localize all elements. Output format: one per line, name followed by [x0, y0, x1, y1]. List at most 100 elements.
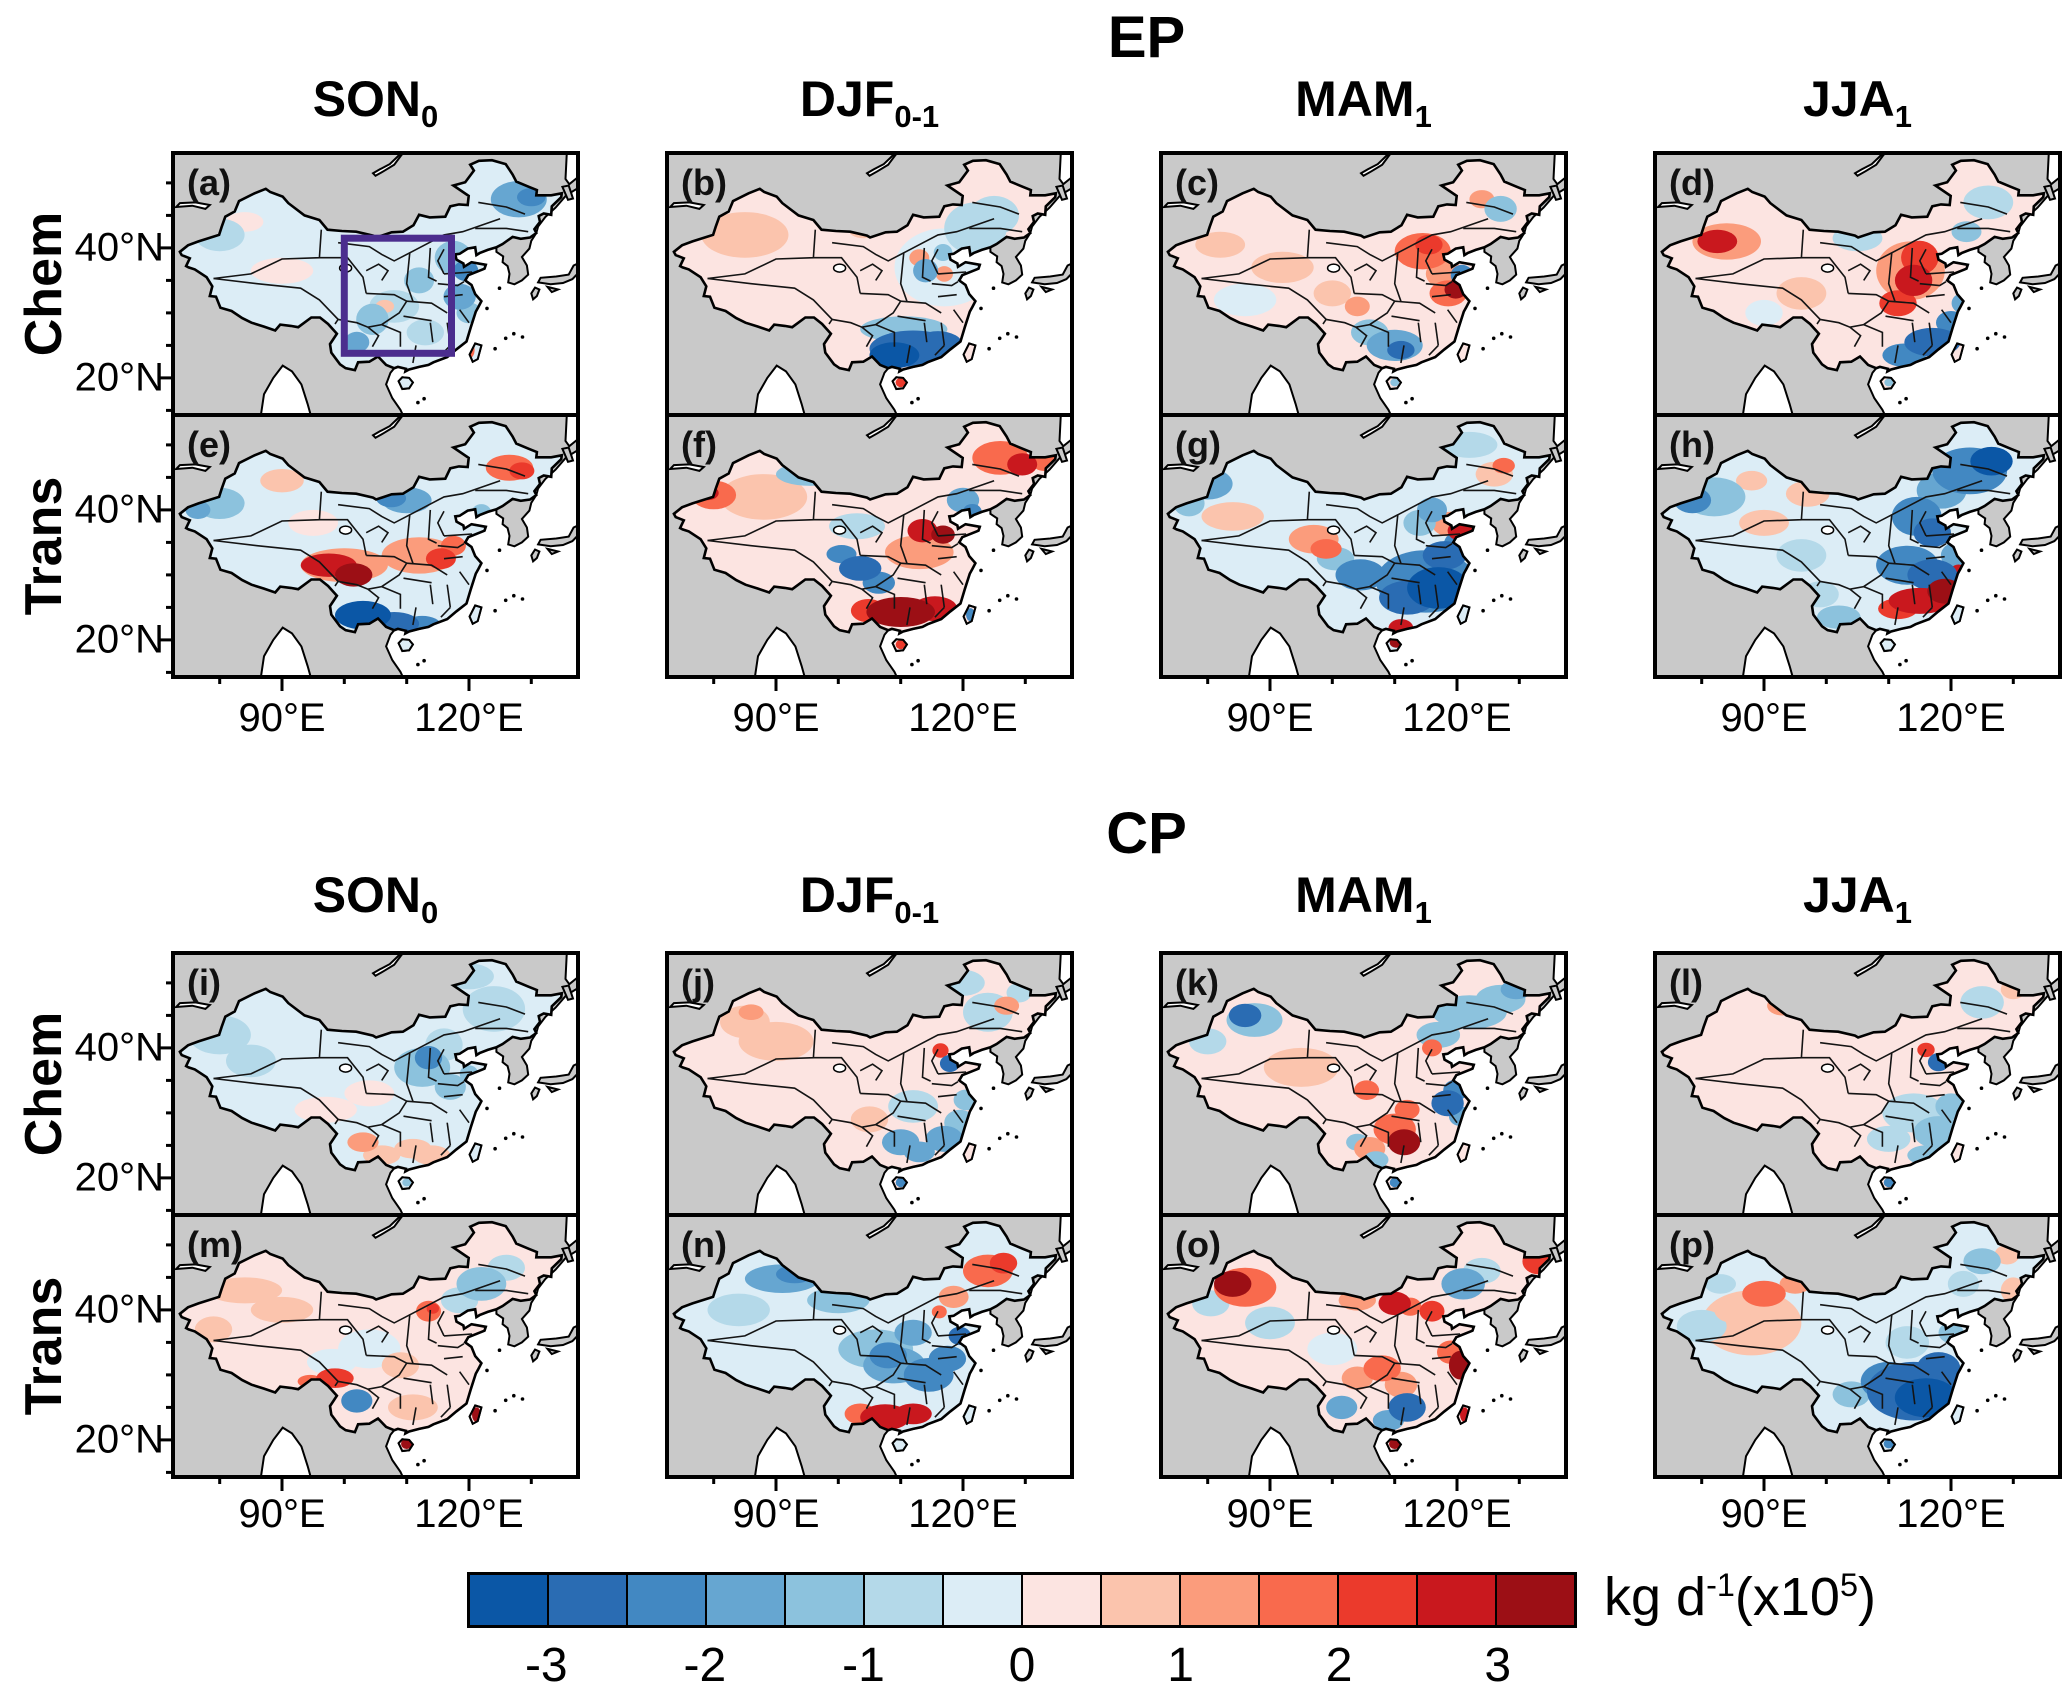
map-content: (l): [1655, 953, 2060, 1215]
map-panel-a: (a): [159, 151, 580, 417]
anomaly-field: [673, 960, 1056, 1189]
map-content: (k): [1161, 953, 1566, 1215]
x-axis-tick-label: 120°E: [1896, 1492, 2006, 1536]
colorbar-tick-label: 3: [1484, 1639, 1512, 1684]
panel-letter: (o): [1175, 1224, 1221, 1265]
colorbar-segment: [705, 1575, 784, 1625]
x-axis-tick-label: 90°E: [238, 1492, 326, 1536]
season-subscript: 1: [1894, 99, 1912, 134]
colorbar-segment: [942, 1575, 1021, 1625]
colorbar: [467, 1572, 1577, 1628]
y-axis-tick-label: 40°N: [74, 487, 164, 532]
map-panel-d: (d): [1653, 151, 2062, 417]
anomaly-field: [673, 1222, 1056, 1451]
colorbar-tick-label: 2: [1325, 1639, 1353, 1684]
panel-letter: (k): [1175, 962, 1219, 1003]
map-panel-c: (c): [1159, 151, 1568, 417]
colorbar-segment: [784, 1575, 863, 1625]
colorbar-segment: [1337, 1575, 1416, 1625]
x-axis-tick-label: 120°E: [908, 696, 1018, 740]
panel-letter: (m): [187, 1224, 243, 1265]
map-panel-i: (i): [159, 951, 580, 1217]
colorbar-segment: [1495, 1575, 1574, 1625]
column-header-djf: DJF0-1: [800, 866, 939, 931]
colorbar-tick-label: -1: [842, 1639, 885, 1684]
season-subscript: 0: [421, 99, 439, 134]
anomaly-field: [179, 160, 562, 389]
panel-letter: (j): [681, 962, 715, 1003]
x-axis-tick-label: 90°E: [732, 1492, 820, 1536]
season-base: SON: [312, 867, 422, 923]
x-axis-tick-label: 90°E: [732, 696, 820, 740]
panel-letter: (f): [681, 424, 717, 465]
colorbar-segment: [470, 1575, 547, 1625]
map-content: (b): [667, 153, 1072, 415]
map-panel-g: (g): [1159, 413, 1568, 691]
anomaly-field: [673, 422, 1056, 651]
map-panel-k: (k): [1159, 951, 1568, 1217]
column-header-djf: DJF0-1: [800, 70, 939, 135]
panel-letter: (h): [1669, 424, 1715, 465]
colorbar-segment: [1179, 1575, 1258, 1625]
x-axis-tick-label: 120°E: [1896, 696, 2006, 740]
map-panel-l: (l): [1653, 951, 2062, 1217]
panel-letter: (a): [187, 162, 231, 203]
season-subscript: 1: [1894, 895, 1912, 930]
map-content: (n): [667, 1215, 1072, 1477]
x-axis-tick-label: 120°E: [908, 1492, 1018, 1536]
panel-letter: (n): [681, 1224, 727, 1265]
panel-letter: (b): [681, 162, 727, 203]
map-content: (j): [667, 953, 1072, 1215]
map-panel-f: (f): [665, 413, 1074, 691]
x-axis-tick-label: 90°E: [1226, 1492, 1314, 1536]
x-axis-tick-label: 120°E: [414, 696, 524, 740]
x-axis-tick-label: 120°E: [414, 1492, 524, 1536]
map-content: (i): [173, 953, 578, 1215]
block-title-ep: EP: [1107, 5, 1186, 70]
season-base: DJF: [799, 867, 895, 923]
unit-exponent: 5: [1839, 1567, 1858, 1603]
map-content: (m): [173, 1215, 578, 1477]
map-content: (a): [173, 153, 578, 415]
column-header-mam: MAM1: [1295, 70, 1432, 135]
y-axis-tick-label: 40°N: [74, 1287, 164, 1332]
panel-letter: (l): [1669, 962, 1703, 1003]
x-axis-tick-label: 90°E: [238, 696, 326, 740]
unit-text: (x10: [1734, 1567, 1840, 1627]
y-axis-tick-label: 20°N: [74, 1155, 164, 1200]
x-axis-tick-label: 90°E: [1720, 696, 1808, 740]
column-header-mam: MAM1: [1295, 866, 1432, 931]
map-panel-n: (n): [665, 1213, 1074, 1491]
map-content: (p): [1655, 1215, 2060, 1477]
colorbar-segment: [547, 1575, 626, 1625]
unit-exponent: -1: [1706, 1567, 1735, 1603]
colorbar-unit-label: kg d-1(x105): [1604, 1566, 1876, 1628]
x-axis-tick-label: 120°E: [1402, 1492, 1512, 1536]
anomaly-field: [179, 422, 562, 651]
x-axis-tick-label: 120°E: [1402, 696, 1512, 740]
map-content: (c): [1161, 153, 1566, 415]
y-axis-tick-label: 20°N: [74, 355, 164, 400]
map-panel-e: (e): [159, 413, 580, 691]
season-base: JJA: [1803, 867, 1895, 923]
season-base: JJA: [1803, 71, 1895, 127]
unit-text: ): [1857, 1567, 1876, 1627]
season-subscript: 1: [1414, 99, 1432, 134]
map-panel-h: (h): [1653, 413, 2062, 691]
panel-letter: (c): [1175, 162, 1219, 203]
y-axis-tick-label: 20°N: [74, 1417, 164, 1462]
map-content: (h): [1655, 415, 2060, 677]
y-axis-tick-label: 40°N: [74, 1025, 164, 1070]
panel-letter: (e): [187, 424, 231, 465]
colorbar-segment: [1416, 1575, 1495, 1625]
colorbar-tick-label: -3: [524, 1639, 568, 1684]
season-subscript: 0-1: [894, 99, 940, 134]
season-subscript: 1: [1414, 895, 1432, 930]
anomaly-field: [1661, 160, 2044, 389]
x-axis-tick-label: 90°E: [1720, 1492, 1808, 1536]
season-base: DJF: [799, 71, 895, 127]
colorbar-segment: [1258, 1575, 1337, 1625]
y-axis-tick-label: 40°N: [74, 225, 164, 270]
colorbar-tick-label: -2: [683, 1639, 727, 1684]
